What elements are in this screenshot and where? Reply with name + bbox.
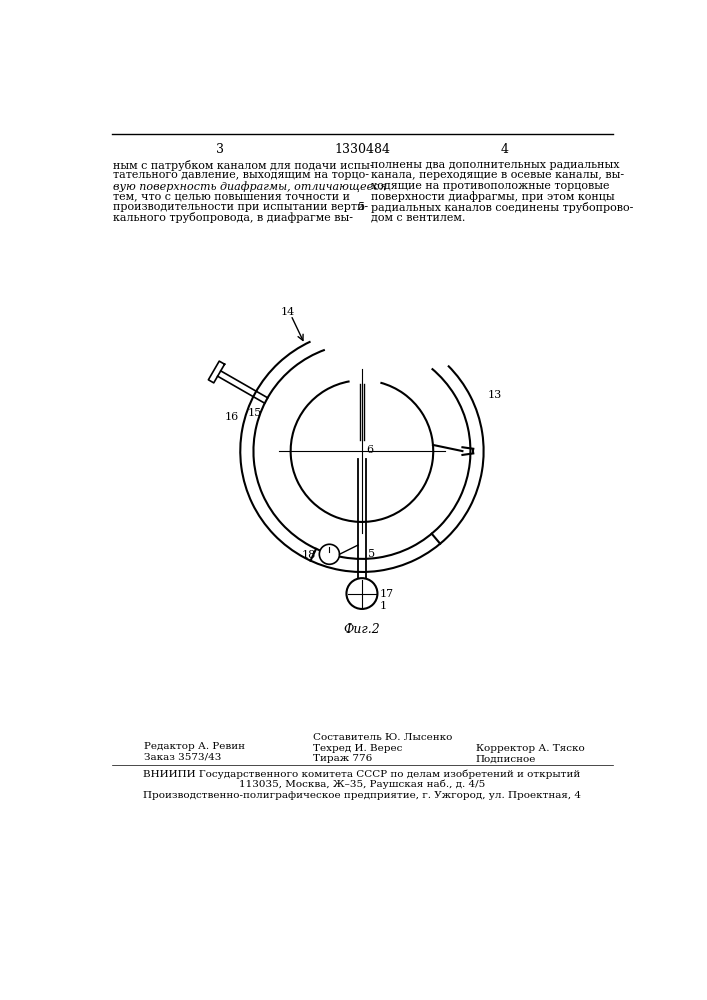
Text: 1330484: 1330484 — [334, 143, 390, 156]
Text: Подписное: Подписное — [476, 754, 536, 763]
Text: 6: 6 — [367, 445, 374, 455]
Text: ВНИИПИ Государственного комитета СССР по делам изобретений и открытий: ВНИИПИ Государственного комитета СССР по… — [144, 769, 580, 779]
Text: Составитель Ю. Лысенко: Составитель Ю. Лысенко — [313, 733, 452, 742]
Text: 13: 13 — [488, 389, 502, 399]
Circle shape — [346, 578, 378, 609]
Text: Заказ 3573/43: Заказ 3573/43 — [144, 753, 221, 762]
Text: Корректор А. Тяско: Корректор А. Тяско — [476, 744, 585, 753]
Text: 5: 5 — [368, 549, 375, 559]
Text: 14: 14 — [281, 307, 295, 317]
Text: 1: 1 — [380, 601, 387, 611]
Text: поверхности диафрагмы, при этом концы: поверхности диафрагмы, при этом концы — [371, 191, 615, 202]
Text: ным с патрубком каналом для подачи испы-: ным с патрубком каналом для подачи испы- — [113, 160, 374, 171]
Text: дом с вентилем.: дом с вентилем. — [371, 212, 466, 222]
Text: 5: 5 — [358, 202, 366, 212]
Text: 17: 17 — [380, 589, 394, 599]
Text: 18: 18 — [301, 550, 315, 560]
Text: Тираж 776: Тираж 776 — [313, 754, 373, 763]
Text: канала, переходящие в осевые каналы, вы-: канала, переходящие в осевые каналы, вы- — [371, 170, 624, 180]
Text: радиальных каналов соединены трубопрово-: радиальных каналов соединены трубопрово- — [371, 202, 633, 213]
Text: 15: 15 — [247, 408, 262, 418]
Circle shape — [320, 544, 339, 564]
Text: производительности при испытании верти-: производительности при испытании верти- — [113, 202, 368, 212]
Text: полнены два дополнительных радиальных: полнены два дополнительных радиальных — [371, 160, 620, 170]
Text: Фиг.2: Фиг.2 — [344, 623, 380, 636]
Text: тательного давление, выходящим на торцо-: тательного давление, выходящим на торцо- — [113, 170, 369, 180]
Text: тем, что с целью повышения точности и: тем, что с целью повышения точности и — [113, 191, 350, 201]
Text: вую поверхность диафрагмы, отличающееся: вую поверхность диафрагмы, отличающееся — [113, 181, 387, 192]
Text: 4: 4 — [501, 143, 508, 156]
Text: 16: 16 — [224, 412, 238, 422]
Text: 3: 3 — [216, 143, 224, 156]
Text: ходящие на противоположные торцовые: ходящие на противоположные торцовые — [371, 181, 609, 191]
Text: 113035, Москва, Ж–35, Раушская наб., д. 4/5: 113035, Москва, Ж–35, Раушская наб., д. … — [239, 780, 485, 789]
Text: кального трубопровода, в диафрагме вы-: кального трубопровода, в диафрагме вы- — [113, 212, 354, 223]
Text: Техред И. Верес: Техред И. Верес — [313, 744, 402, 753]
Text: Редактор А. Ревин: Редактор А. Ревин — [144, 742, 245, 751]
Text: Производственно-полиграфическое предприятие, г. Ужгород, ул. Проектная, 4: Производственно-полиграфическое предприя… — [143, 791, 581, 800]
